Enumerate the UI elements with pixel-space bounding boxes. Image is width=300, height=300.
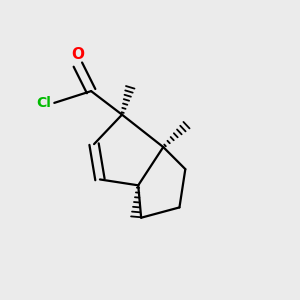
Text: Cl: Cl xyxy=(37,96,51,110)
Text: O: O xyxy=(71,47,84,62)
